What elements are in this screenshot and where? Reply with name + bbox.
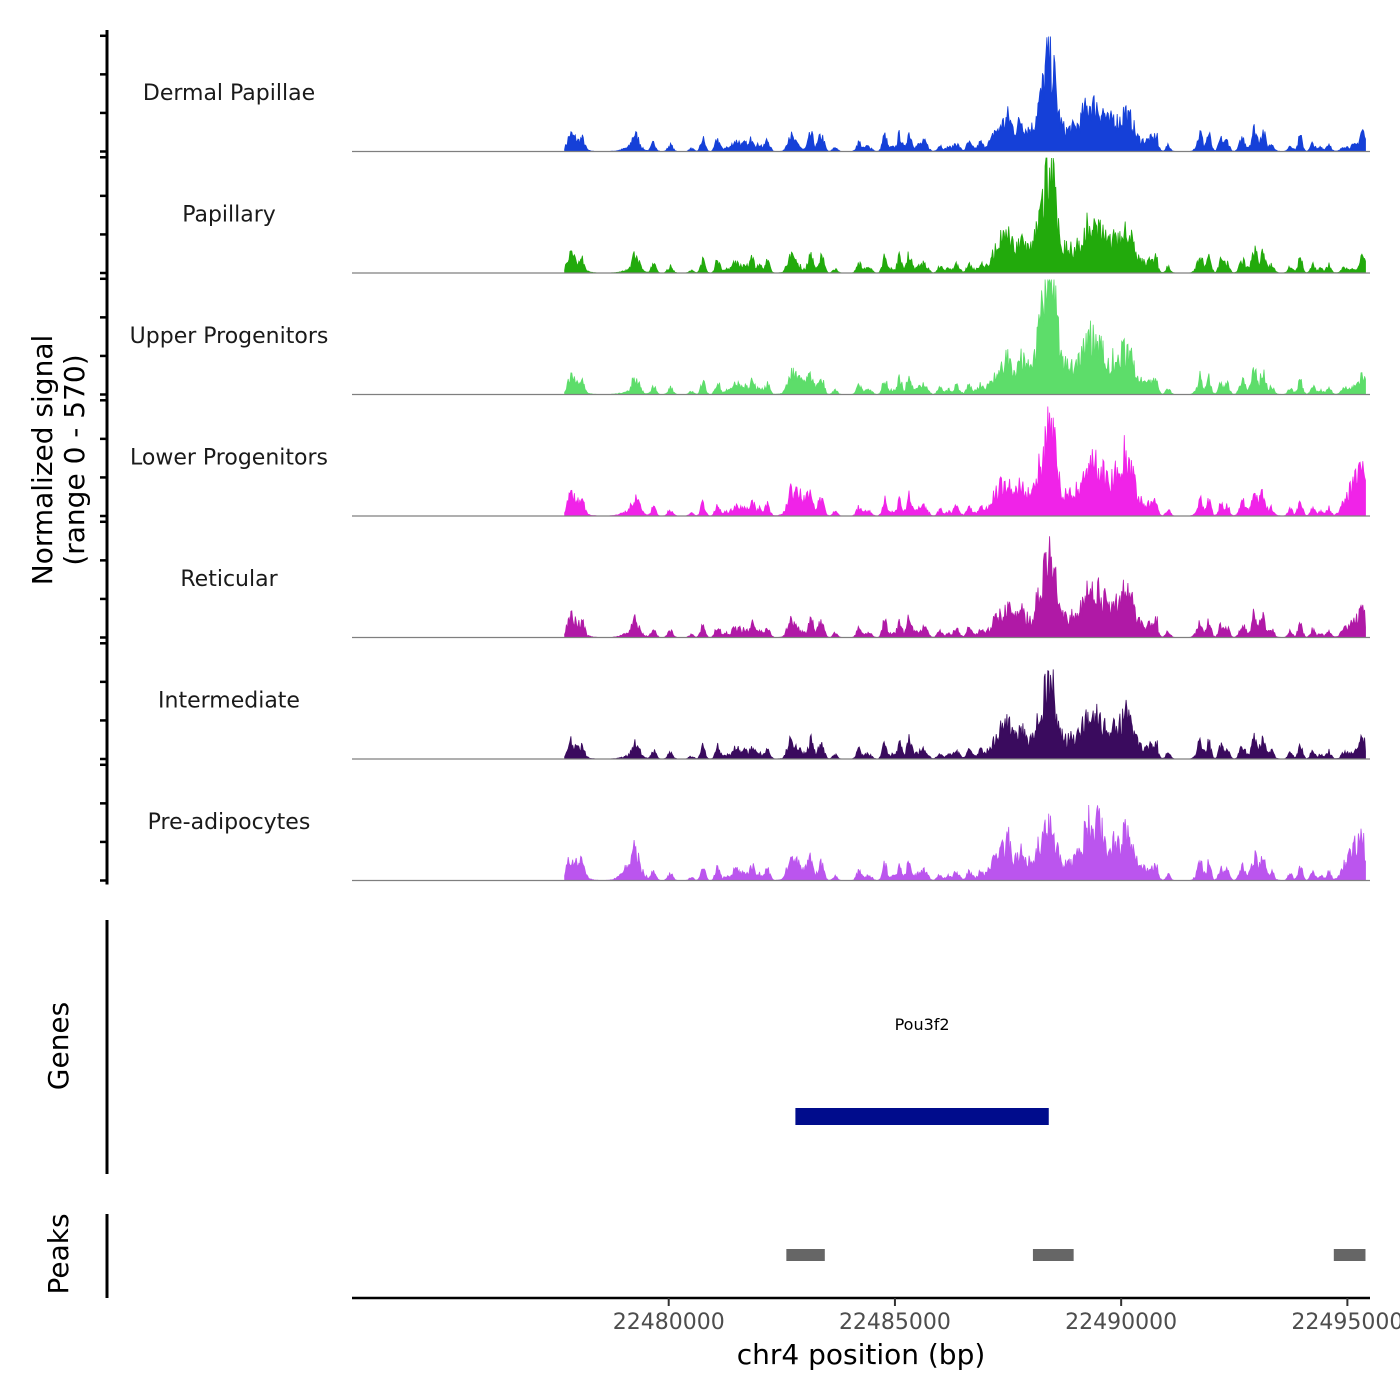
track-label: Upper Progenitors [130, 324, 329, 349]
signal-tracks: Dermal Papillae Papillary Upper Progenitor… [130, 36, 1370, 882]
genes-panel: Genes Pou3f2 [42, 920, 1049, 1174]
gene-label: Pou3f2 [895, 1015, 950, 1034]
x-tick-label: 22495000 [1291, 1310, 1400, 1335]
track-papillary: Papillary [182, 157, 1370, 274]
track-lower-progenitors: Lower Progenitors [130, 406, 1370, 517]
peak-region [786, 1249, 825, 1261]
x-axis: 22480000 22485000 22490000 22495000 chr4 po… [352, 1296, 1400, 1371]
signal-area [564, 536, 1366, 638]
track-label: Reticular [180, 567, 278, 592]
peak-region [1032, 1249, 1074, 1261]
peak-items [786, 1249, 1366, 1261]
signal-area [564, 36, 1366, 152]
signal-area [564, 279, 1366, 395]
track-label: Dermal Papillae [143, 81, 315, 106]
signal-area [564, 157, 1366, 274]
x-tick-label: 22490000 [1065, 1310, 1177, 1335]
signal-area [564, 406, 1366, 517]
x-tick-label: 22480000 [613, 1310, 725, 1335]
track-reticular: Reticular [180, 536, 1370, 639]
gene-items: Pou3f2 [795, 1015, 1049, 1125]
peaks-axis-title: Peaks [42, 1213, 75, 1294]
track-pre-adipocytes: Pre-adipocytes [148, 804, 1370, 882]
track-label: Papillary [182, 203, 276, 228]
x-axis-title: chr4 position (bp) [737, 1338, 986, 1371]
signal-area [564, 669, 1366, 760]
signal-axis-range: (range 0 - 570) [58, 354, 91, 565]
track-label: Intermediate [158, 689, 300, 714]
x-tick-label: 22485000 [839, 1310, 951, 1335]
peak-region [1333, 1249, 1366, 1261]
track-label: Pre-adipocytes [148, 810, 311, 835]
track-intermediate: Intermediate [158, 669, 1370, 760]
signal-area [564, 804, 1366, 881]
genes-axis-title: Genes [42, 1002, 75, 1090]
signal-axis [100, 30, 109, 885]
track-dermal-papillae: Dermal Papillae [143, 36, 1370, 153]
track-label: Lower Progenitors [130, 446, 328, 471]
peaks-panel: Peaks [42, 1213, 1366, 1298]
x-ticks: 22480000 22485000 22490000 22495000 [613, 1298, 1400, 1335]
gene-body [795, 1108, 1049, 1125]
track-upper-progenitors: Upper Progenitors [130, 279, 1370, 396]
signal-axis-title: Normalized signal [26, 335, 59, 586]
